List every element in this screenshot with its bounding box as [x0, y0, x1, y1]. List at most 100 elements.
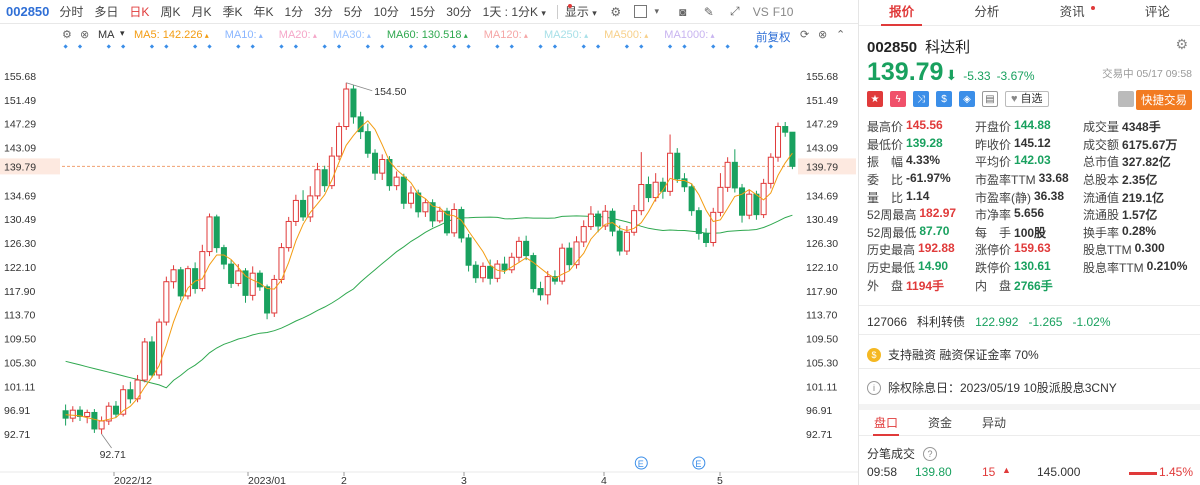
ma-toggle-icon[interactable]: ▴ — [521, 31, 528, 40]
candle-up — [343, 88, 350, 128]
period-年K[interactable]: 年K — [253, 5, 274, 19]
period-1分[interactable]: 1分 — [284, 5, 304, 19]
y-tick-label-right: 143.09 — [806, 143, 838, 155]
ma-legend-item[interactable]: MA30: ▴ — [332, 29, 371, 41]
candle-down — [753, 193, 760, 216]
china-flag-icon[interactable]: ★ — [867, 91, 883, 107]
period-3分[interactable]: 3分 — [314, 5, 333, 19]
ma-label[interactable]: MA — [98, 29, 115, 41]
ma-legend-item[interactable]: MA1000: ▴ — [664, 29, 715, 41]
ma-legend-item[interactable]: MA250: ▴ — [543, 29, 589, 41]
ma-toggle-icon[interactable]: ▴ — [202, 31, 209, 40]
candle-up — [544, 276, 551, 296]
quick-trade-button[interactable]: 快捷交易 — [1136, 90, 1192, 110]
ma-legend-item[interactable]: MA120: ▴ — [483, 29, 528, 41]
event-marker — [639, 44, 644, 49]
vs-button[interactable]: VS — [752, 4, 769, 19]
ma-legend-item[interactable]: MA500: ▴ — [604, 29, 649, 41]
period-30分[interactable]: 30分 — [446, 5, 472, 19]
stat-cell: 跌停价 130.61 — [975, 259, 1083, 276]
stat-cell: 成交量 4348手 — [1083, 118, 1197, 135]
margin-icon[interactable]: ϟ — [890, 91, 906, 107]
x-tick-label: 4 — [601, 475, 607, 485]
chart-close-icon[interactable]: ⊗ — [818, 29, 828, 41]
ma-toggle-icon[interactable]: ▴ — [642, 31, 649, 40]
event-marker — [207, 44, 212, 49]
dollar-icon[interactable]: $ — [936, 91, 952, 107]
candle-up — [120, 389, 127, 415]
edit-icon[interactable]: ✎ — [703, 4, 714, 19]
candle-up — [638, 184, 645, 212]
gear-icon[interactable]: ⚙ — [610, 4, 622, 19]
subtab-资金[interactable]: 资金 — [927, 416, 952, 430]
tab-评论[interactable]: 评论 — [1144, 5, 1170, 19]
stat-value: 144.88 — [1014, 118, 1051, 133]
period-10分[interactable]: 10分 — [373, 5, 399, 19]
tab-报价[interactable]: 报价 — [859, 0, 944, 26]
period-日K[interactable]: 日K — [129, 5, 150, 19]
chart-collapse-icon[interactable]: ⌃ — [836, 29, 846, 41]
checkbox-icon[interactable] — [633, 5, 647, 18]
ma-toggle-icon[interactable]: ▴ — [708, 31, 715, 40]
convertible-bond[interactable]: 127066 科利转债 122.992 -1.265 -1.02% — [867, 313, 1121, 330]
candle-down — [472, 264, 479, 279]
chart-options-icon[interactable]: ⟳ — [800, 29, 810, 41]
ma-toggle-icon[interactable]: ▴ — [364, 31, 371, 40]
candle-up — [379, 159, 386, 174]
candle-down — [703, 232, 710, 243]
stat-value: 130.61 — [1014, 259, 1051, 274]
period-月K[interactable]: 月K — [191, 5, 212, 19]
f10-button[interactable]: F10 — [772, 4, 794, 19]
period-多日[interactable]: 多日 — [94, 5, 119, 19]
display-menu[interactable]: 显示 ▾ — [565, 3, 597, 20]
stat-value: 100股 — [1014, 225, 1047, 240]
period-周K[interactable]: 周K — [160, 5, 181, 19]
ma-toggle-icon[interactable]: ▴ — [461, 31, 468, 40]
chevron-down-icon[interactable]: ▾ — [654, 6, 660, 16]
bell-icon[interactable] — [1118, 91, 1134, 107]
period-15分[interactable]: 15分 — [409, 5, 436, 19]
adjust-button[interactable]: 前复权 — [756, 32, 791, 44]
help-icon[interactable]: ? — [923, 446, 938, 461]
event-marker — [236, 44, 241, 49]
interval-select[interactable]: 1天 : 1分K ▾ — [483, 3, 546, 20]
dividend-info: i 除权除息日：2023/05/19 10股派股息3CNY — [867, 379, 1117, 396]
ma-toggle-icon[interactable]: ▴ — [310, 31, 317, 40]
ma-toggle-icon[interactable]: ▴ — [256, 31, 263, 40]
stat-row: 量 比 1.14 市盈率(静) 36.38 流通值 219.1亿 — [867, 188, 1197, 206]
fullscreen-icon[interactable]: ⤢ — [729, 4, 740, 18]
ma-legend-item[interactable]: MA20: ▴ — [278, 29, 317, 41]
ma-legend-item[interactable]: MA10: ▴ — [224, 29, 263, 41]
settings-icon[interactable]: ⚙ — [62, 29, 72, 41]
ma-legend-item[interactable]: MA5: 142.226 ▴ — [134, 29, 209, 41]
stat-label: 委 比 — [867, 173, 904, 188]
stat-cell: 内 盘 2766手 — [975, 277, 1083, 294]
stat-cell: 换手率 0.28% — [1083, 224, 1197, 241]
add-favorite-button[interactable]: ♥ 自选 — [1005, 91, 1049, 107]
panel-gear-icon[interactable]: ⚙ — [1175, 36, 1188, 52]
ma-legend-item[interactable]: MA60: 130.518 ▴ — [386, 29, 468, 41]
candle-up — [206, 216, 213, 253]
period-分时[interactable]: 分时 — [59, 5, 84, 19]
camera-icon[interactable]: ◙ — [679, 4, 687, 19]
subtab-盘口[interactable]: 盘口 — [859, 412, 913, 436]
event-badge-label: E — [638, 459, 644, 469]
y-tick-label-left: 92.71 — [4, 429, 30, 441]
kline-chart-svg[interactable]: 155.68 155.68 151.49 151.49 147.29 147.29 143.… — [0, 44, 858, 485]
bookmark-icon[interactable]: ▤ — [982, 91, 998, 107]
tab-资讯[interactable]: 资讯 — [1030, 0, 1115, 25]
ma-toggle-icon[interactable]: ▴ — [581, 31, 589, 40]
close-icon[interactable]: ⊗ — [80, 29, 90, 41]
ma-chevron-icon[interactable]: ▾ — [120, 28, 125, 38]
kline-chart[interactable]: 155.68 155.68 151.49 151.49 147.29 147.29 143.… — [0, 44, 858, 485]
tab-分析[interactable]: 分析 — [974, 5, 1000, 19]
candle-up — [271, 278, 278, 314]
candle-up — [184, 268, 191, 297]
period-季K[interactable]: 季K — [222, 5, 243, 19]
subtab-异动[interactable]: 异动 — [981, 416, 1006, 430]
tag-icon[interactable]: ◈ — [959, 91, 975, 107]
tick-pct: 1.45% — [1159, 465, 1194, 479]
period-5分[interactable]: 5分 — [343, 5, 363, 19]
candle-up — [235, 270, 242, 284]
connect-icon[interactable]: ⤨ — [913, 91, 929, 107]
